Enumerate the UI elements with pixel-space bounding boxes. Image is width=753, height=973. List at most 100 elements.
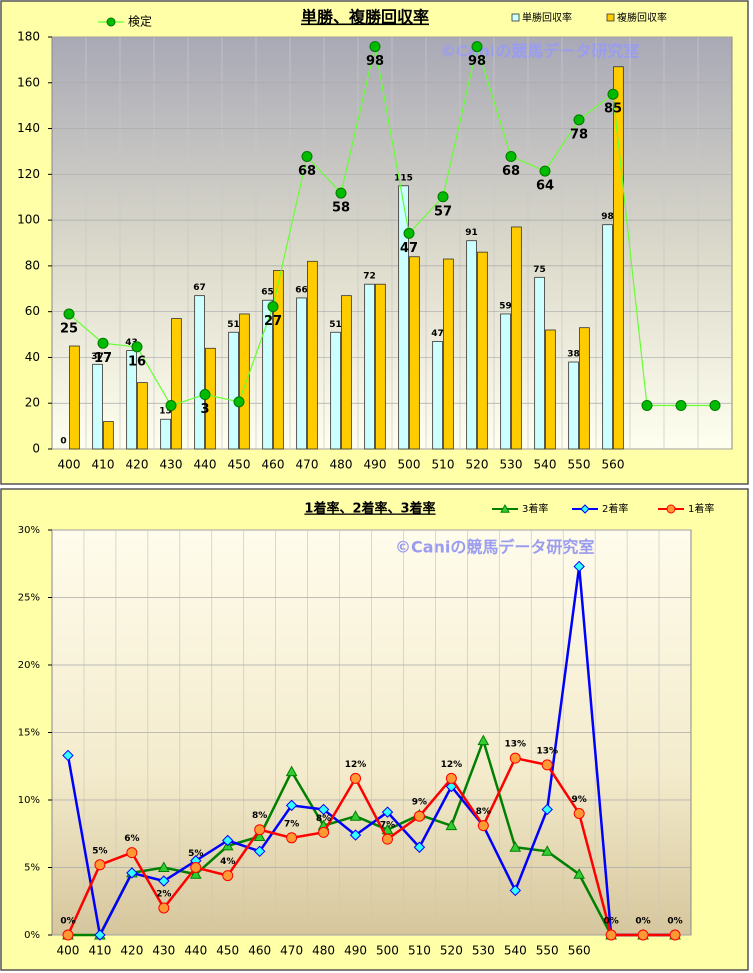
marker <box>413 810 425 822</box>
marker <box>541 845 554 856</box>
y-tick-label: 10% <box>18 795 40 806</box>
data-label: 5% <box>188 849 203 859</box>
data-label: 98 <box>468 54 486 69</box>
data-label: 5% <box>92 846 107 856</box>
marker <box>573 114 585 126</box>
data-label: 0% <box>60 917 75 927</box>
bar <box>262 299 273 450</box>
line <box>66 756 676 937</box>
marker <box>267 301 279 313</box>
x-tick-label: 540 <box>504 944 527 958</box>
data-label: 72 <box>363 272 376 282</box>
marker <box>126 847 138 859</box>
marker <box>158 875 170 887</box>
data-label: 0% <box>635 917 650 927</box>
marker <box>62 929 74 941</box>
y-tick-label: 25% <box>18 593 40 604</box>
x-tick-label: 400 <box>57 944 80 958</box>
marker <box>94 929 106 941</box>
x-tick-label: 420 <box>120 944 143 958</box>
y-tick-label: 20% <box>18 660 40 671</box>
x-tick-label: 430 <box>160 458 183 472</box>
y-tick-label: 30% <box>18 525 40 536</box>
data-label: 13% <box>536 746 558 756</box>
marker <box>131 341 143 353</box>
bar <box>409 256 420 450</box>
data-label: 47 <box>400 241 418 256</box>
x-tick-label: 480 <box>330 458 353 472</box>
marker <box>471 41 483 53</box>
data-label: 16 <box>128 354 146 369</box>
bar <box>466 240 477 450</box>
bar <box>160 418 171 450</box>
data-label: 13 <box>159 407 172 417</box>
data-label: 91 <box>465 228 478 238</box>
marker <box>541 803 553 816</box>
data-label: 58 <box>332 201 350 216</box>
marker <box>477 734 490 746</box>
marker <box>403 227 415 239</box>
data-label: 3 <box>200 402 209 417</box>
x-tick-label: 500 <box>376 944 399 958</box>
marker <box>666 504 676 514</box>
marker <box>317 803 330 816</box>
bar <box>273 270 284 450</box>
marker <box>413 841 426 853</box>
x-tick-label: 400 <box>58 458 81 472</box>
marker <box>349 810 362 821</box>
data-label: 8% <box>476 807 491 817</box>
data-label: 37 <box>91 352 104 362</box>
data-label: 17 <box>94 351 112 366</box>
marker <box>335 187 347 199</box>
x-tick-label: 520 <box>440 944 463 958</box>
marker <box>669 929 681 941</box>
y-tick-label: 0% <box>24 930 40 941</box>
y-tick-label: 100 <box>17 213 40 227</box>
marker <box>573 868 586 879</box>
marker <box>253 830 266 841</box>
bar <box>432 341 443 450</box>
bar <box>103 421 114 450</box>
marker <box>190 862 202 873</box>
y-tick-label: 140 <box>17 121 40 135</box>
marker <box>541 759 553 771</box>
x-tick-label: 500 <box>398 458 421 472</box>
watermark: ©Caniの競馬データ研究室 <box>440 42 639 61</box>
data-label: 98 <box>366 54 384 69</box>
bar <box>375 283 386 450</box>
data-label: 9% <box>412 798 427 808</box>
x-tick-label: 550 <box>568 458 591 472</box>
data-label: 12% <box>345 760 367 770</box>
marker <box>94 859 106 871</box>
data-label: 75 <box>533 265 546 275</box>
y-tick-label: 0 <box>32 442 40 456</box>
marker <box>97 337 109 349</box>
bar <box>579 327 590 450</box>
data-label: 8% <box>316 814 331 824</box>
bar <box>194 295 205 450</box>
watermark: ©Caniの競馬データ研究室 <box>395 538 594 557</box>
data-label: 0% <box>603 917 618 927</box>
data-label: 65 <box>261 288 274 298</box>
marker <box>165 400 177 412</box>
data-label: 64 <box>536 179 554 194</box>
marker <box>318 826 330 838</box>
x-tick-label: 510 <box>432 458 455 472</box>
marker <box>437 191 449 203</box>
marker <box>199 389 211 401</box>
bar <box>443 258 454 450</box>
marker <box>500 503 510 513</box>
x-tick-label: 470 <box>280 944 303 958</box>
data-label: 0 <box>60 437 66 447</box>
x-tick-label: 440 <box>184 944 207 958</box>
marker <box>254 824 266 836</box>
data-label: 115 <box>394 173 413 183</box>
x-tick-label: 430 <box>152 944 175 958</box>
marker <box>477 820 489 832</box>
data-label: 51 <box>227 320 240 330</box>
marker <box>709 400 721 412</box>
bar <box>92 363 103 450</box>
bar <box>568 361 579 450</box>
